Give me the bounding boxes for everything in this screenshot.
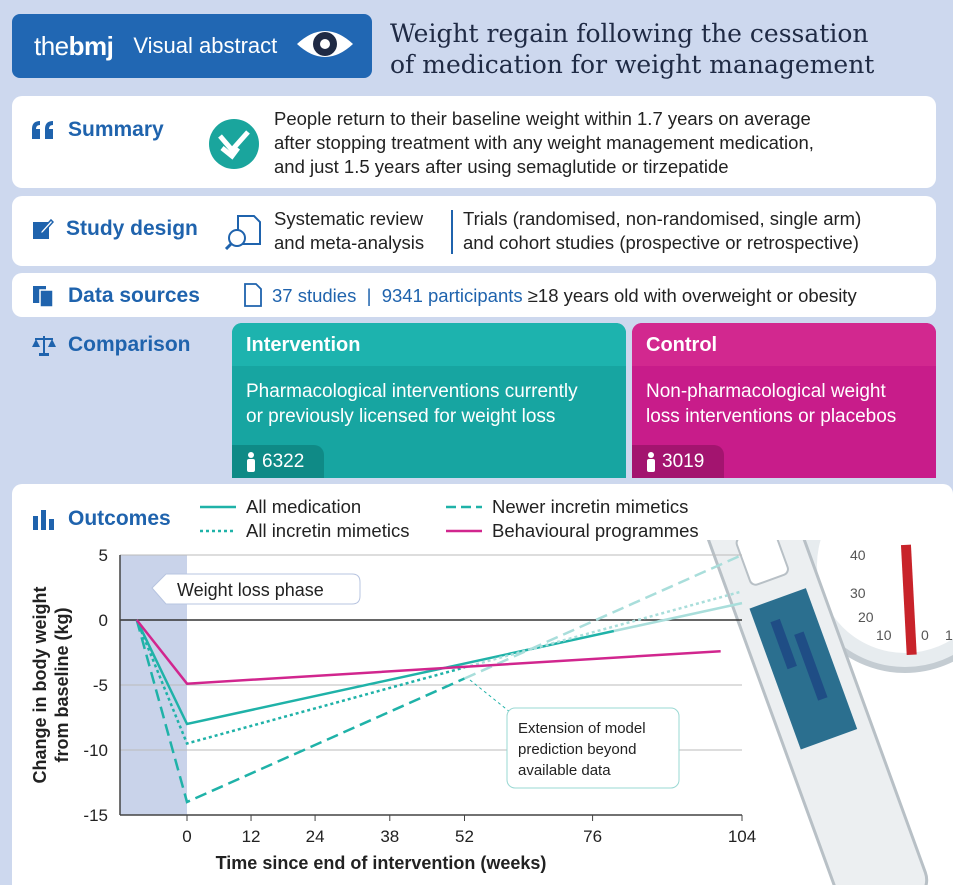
series-extension-1 [464, 590, 743, 669]
x-tick-label: 76 [583, 827, 602, 846]
study-design-types: Trials (randomised, non-randomised, sing… [463, 208, 862, 253]
injection-pen-illustration [692, 540, 929, 885]
annotation-pointer [469, 679, 521, 721]
y-tick-label: -5 [93, 676, 108, 695]
weight-loss-phase-label: Weight loss phase [177, 580, 324, 600]
annotation-box [506, 707, 680, 789]
bmj-brand-banner: thebmj Visual abstract [12, 14, 372, 78]
x-tick-label: 104 [728, 827, 756, 846]
bmj-logo: thebmj [34, 30, 114, 61]
x-tick-label: 24 [306, 827, 325, 846]
y-tick-label: 0 [99, 611, 108, 630]
gauge-number: 0 [921, 627, 929, 643]
comparison-label: Comparison [32, 333, 191, 357]
visual-abstract-badge: Visual abstract [133, 33, 278, 58]
weight-loss-phase-callout [151, 573, 361, 605]
pencil-note-icon [33, 218, 54, 239]
data-sources-text: 37 studies | 9341 participants ≥18 years… [272, 285, 857, 306]
x-tick-label: 52 [455, 827, 474, 846]
summary-text: People return to their baseline weight w… [274, 108, 814, 177]
annotation-line: available data [518, 762, 611, 779]
study-design-card [12, 196, 936, 266]
annotation-line: prediction beyond [518, 741, 636, 758]
study-design-label: Study design [32, 217, 198, 241]
person-icon [647, 451, 655, 472]
summary-card [12, 96, 936, 188]
y-tick-label: 5 [99, 546, 108, 565]
documents-icon [33, 286, 54, 307]
person-icon [247, 451, 255, 472]
data-sources-card [12, 273, 936, 317]
scale-gauge-illustration [797, 540, 953, 673]
intervention-description: Pharmacological interventions currently … [246, 381, 578, 427]
y-axis-title: Change in body weight from baseline (kg) [30, 586, 72, 783]
control-count: 3019 [632, 445, 724, 478]
intervention-title: Intervention [246, 334, 361, 356]
series-line-0 [135, 619, 615, 726]
y-tick-label: -10 [83, 741, 108, 760]
scales-icon [32, 336, 56, 356]
series-extension-0 [613, 601, 743, 633]
outcomes-label: Outcomes [32, 507, 171, 531]
quote-icon [32, 121, 53, 139]
x-tick-label: 38 [380, 827, 399, 846]
eye-icon [295, 24, 355, 69]
intervention-count: 6322 [232, 445, 324, 478]
control-title: Control [646, 334, 718, 356]
gauge-number: 30 [850, 585, 866, 601]
gauge-number: 40 [850, 547, 866, 563]
study-design-method: Systematic review and meta-analysis [274, 208, 425, 253]
page-title: Weight regain following the cessation of… [390, 19, 875, 79]
gauge-number: 20 [858, 609, 874, 625]
summary-label: Summary [30, 118, 164, 142]
weight-regain-chart: 5 0 -5 -10 -15 0 12 24 38 52 76 104 Time since end o… [30, 540, 953, 885]
intervention-panel: Intervention Pharmacological interventio… [232, 323, 626, 478]
x-tick-label: 0 [182, 827, 191, 846]
x-tick-label: 12 [242, 827, 261, 846]
legend-all-incretin: All incretin mimetics [200, 520, 410, 541]
bar-chart-icon [33, 510, 54, 530]
series-line-2 [135, 619, 466, 804]
data-sources-label: Data sources [32, 284, 200, 308]
legend-all-medication: All medication [200, 496, 362, 517]
annotation-line: Extension of model [518, 720, 646, 737]
gauge-number: 14 [945, 627, 953, 643]
series-line-3 [135, 619, 721, 685]
control-description: Non-pharmacological weight loss interven… [646, 381, 897, 427]
legend-behavioural: Behavioural programmes [446, 520, 699, 541]
x-axis-title: Time since end of intervention (weeks) [216, 853, 547, 873]
control-panel: Control Non-pharmacological weight loss … [632, 323, 936, 478]
series-line-1 [135, 619, 465, 745]
study-design-divider [451, 210, 453, 254]
document-magnifier-icon [224, 215, 261, 250]
trend-down-up-icon [209, 119, 259, 169]
legend-newer-incretin: Newer incretin mimetics [446, 496, 689, 517]
gauge-number: 10 [876, 627, 892, 643]
document-icon [244, 283, 262, 307]
y-tick-label: -15 [83, 806, 108, 825]
series-extension-2 [463, 553, 743, 680]
